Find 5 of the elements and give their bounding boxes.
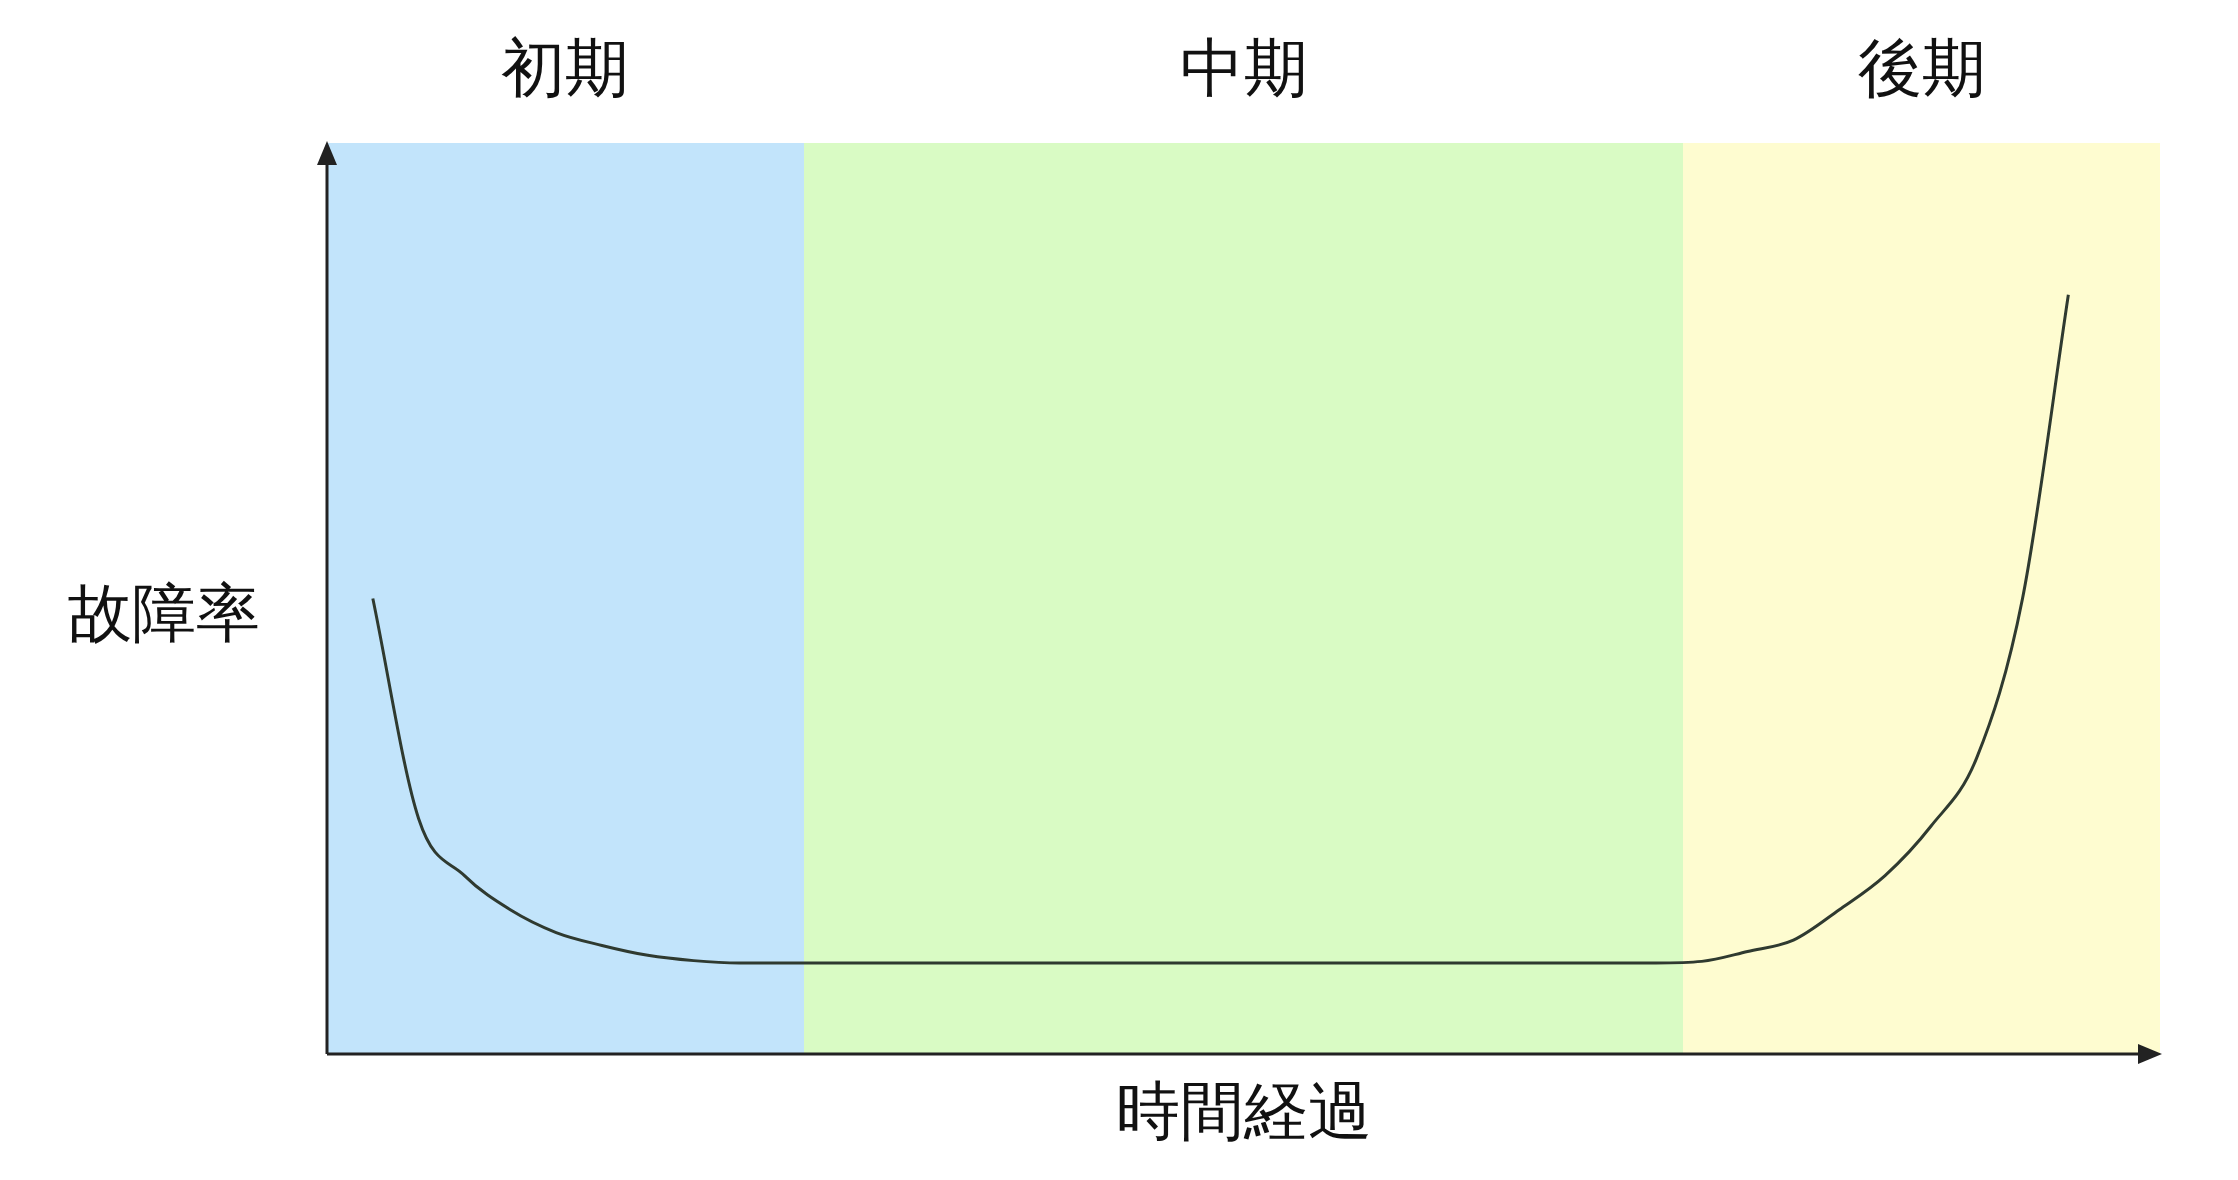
y-axis-title: 故障率	[67, 576, 260, 651]
x-axis-title: 時間経過	[1115, 1073, 1372, 1148]
text: 後期	[1857, 30, 1986, 105]
text: 中期	[1179, 30, 1308, 105]
text: 初期	[501, 30, 630, 105]
